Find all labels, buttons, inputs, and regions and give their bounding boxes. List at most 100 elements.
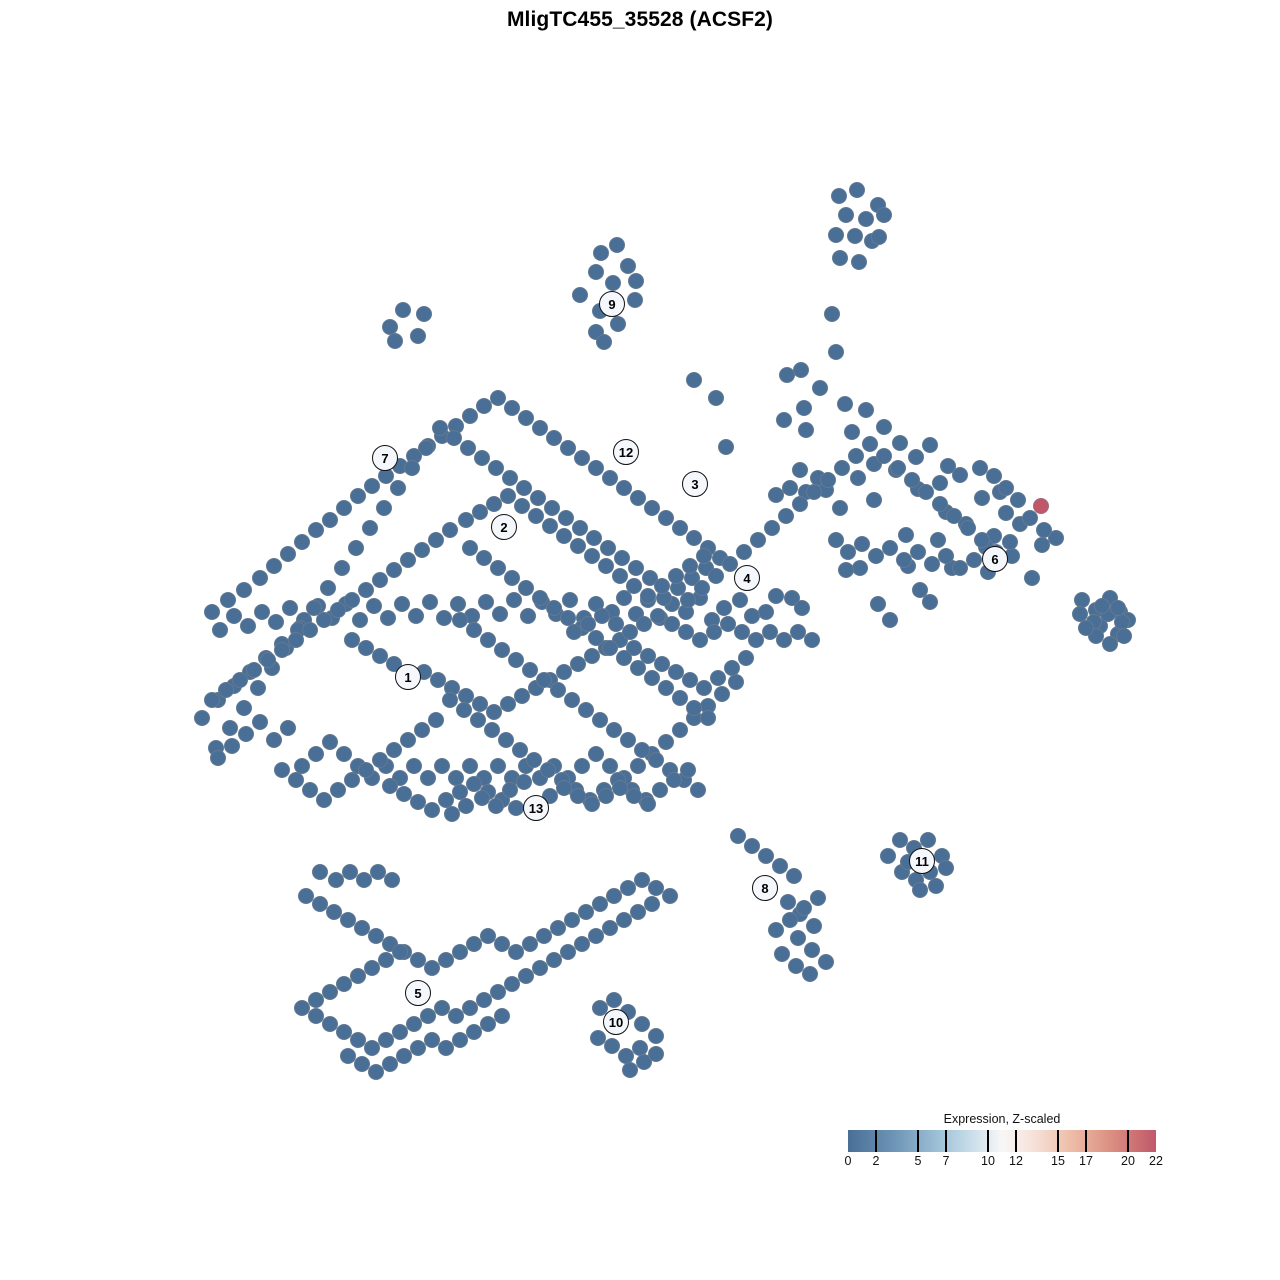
scatter-point	[570, 656, 586, 672]
scatter-point	[640, 796, 656, 812]
scatter-point	[386, 742, 402, 758]
scatter-point	[1024, 570, 1040, 586]
scatter-point	[472, 504, 488, 520]
scatter-point	[540, 762, 556, 778]
scatter-point	[788, 958, 804, 974]
scatter-point	[626, 788, 642, 804]
scatter-point	[606, 722, 622, 738]
scatter-point	[236, 582, 252, 598]
scatter-point	[696, 680, 712, 696]
scatter-point	[628, 273, 644, 289]
scatter-point	[630, 758, 646, 774]
scatter-point	[566, 624, 582, 640]
scatter-point	[490, 758, 506, 774]
cluster-label-3[interactable]: 3	[682, 471, 708, 497]
scatter-point	[364, 960, 380, 976]
scatter-point	[252, 714, 268, 730]
scatter-point	[640, 588, 656, 604]
scatter-point	[522, 936, 538, 952]
cluster-label-7[interactable]: 7	[372, 445, 398, 471]
scatter-point	[396, 1048, 412, 1064]
scatter-point	[598, 558, 614, 574]
scatter-point	[274, 642, 290, 658]
scatter-point	[536, 672, 552, 688]
scatter-point	[350, 488, 366, 504]
scatter-point	[772, 858, 788, 874]
scatter-point	[436, 610, 452, 626]
scatter-point	[922, 437, 938, 453]
scatter-point	[438, 952, 454, 968]
colorbar-bar[interactable]	[848, 1130, 1156, 1152]
scatter-point	[466, 622, 482, 638]
scatter-point	[932, 496, 948, 512]
scatter-point	[504, 976, 520, 992]
scatter-point	[358, 762, 374, 778]
scatter-point	[908, 449, 924, 465]
scatter-point	[308, 992, 324, 1008]
scatter-point	[932, 475, 948, 491]
cluster-label-9[interactable]: 9	[599, 291, 625, 317]
scatter-point	[744, 838, 760, 854]
scatter-point	[686, 530, 702, 546]
scatter-point	[372, 752, 388, 768]
scatter-point	[308, 1008, 324, 1024]
scatter-point	[938, 860, 954, 876]
scatter-point	[868, 548, 884, 564]
scatter-point	[590, 1030, 606, 1046]
colorbar-title: Expression, Z-scaled	[943, 1112, 1061, 1126]
page-title: MligTC455_35528 (ACSF2)	[506, 8, 774, 31]
scatter-point	[550, 920, 566, 936]
scatter-point	[544, 500, 560, 516]
cluster-label-6[interactable]: 6	[982, 546, 1008, 572]
cluster-label-1[interactable]: 1	[395, 664, 421, 690]
scatter-point	[458, 512, 474, 528]
scatter-point	[334, 560, 350, 576]
scatter-point	[602, 758, 618, 774]
cluster-label-11[interactable]: 11	[909, 848, 935, 874]
scatter-point	[204, 604, 220, 620]
scatter-point	[428, 712, 444, 728]
scatter-point	[616, 912, 632, 928]
scatter-point	[672, 722, 688, 738]
scatter-point	[630, 490, 646, 506]
scatter-point	[384, 872, 400, 888]
scatter-point	[266, 558, 282, 574]
cluster-label-5[interactable]: 5	[405, 980, 431, 1006]
scatter-point	[322, 734, 338, 750]
scatter-point	[516, 480, 532, 496]
scatter-point	[312, 896, 328, 912]
cluster-label-4[interactable]: 4	[734, 565, 760, 591]
scatter-point	[672, 690, 688, 706]
scatter-point	[710, 670, 726, 686]
scatter-point	[686, 372, 702, 388]
cluster-label-10[interactable]: 10	[603, 1009, 629, 1035]
scatter-point	[312, 864, 328, 880]
scatter-point	[320, 580, 336, 596]
scatter-point	[508, 652, 524, 668]
scatter-point	[466, 1024, 482, 1040]
scatter-point	[1094, 598, 1110, 614]
scatter-point	[706, 624, 722, 640]
scatter-point	[940, 458, 956, 474]
scatter-point	[486, 496, 502, 512]
scatter-point	[1078, 620, 1094, 636]
scatter-point	[494, 642, 510, 658]
scatter-point	[280, 720, 296, 736]
scatter-point	[768, 588, 784, 604]
scatter-point	[758, 604, 774, 620]
scatter-point	[400, 732, 416, 748]
scatter-point	[442, 692, 458, 708]
scatter-point	[490, 560, 506, 576]
cluster-label-12[interactable]: 12	[613, 439, 639, 465]
scatter-point	[500, 696, 516, 712]
scatter-point	[344, 772, 360, 788]
colorbar-tick	[945, 1130, 947, 1152]
scatter-point	[648, 1028, 664, 1044]
scatter-point	[434, 758, 450, 774]
cluster-label-13[interactable]: 13	[523, 795, 549, 821]
cluster-label-8[interactable]: 8	[752, 875, 778, 901]
scatter-point	[408, 608, 424, 624]
scatter-point	[640, 648, 656, 664]
cluster-label-2[interactable]: 2	[491, 514, 517, 540]
